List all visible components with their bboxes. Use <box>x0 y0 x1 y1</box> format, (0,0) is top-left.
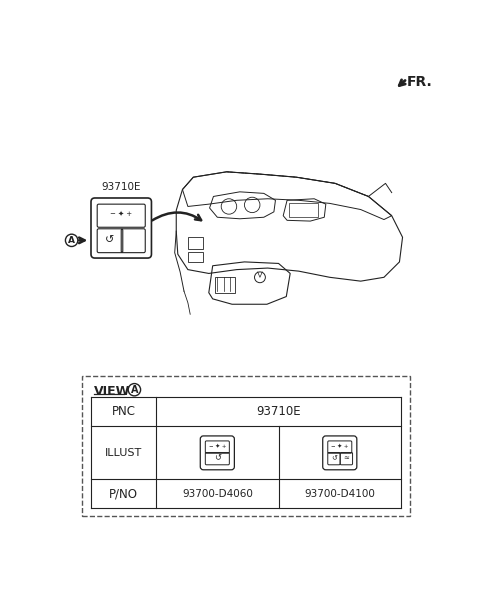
Text: ILLUST: ILLUST <box>105 448 142 458</box>
Text: A: A <box>68 236 75 245</box>
Text: 93710E: 93710E <box>256 405 301 419</box>
Text: FR.: FR. <box>407 76 433 89</box>
Text: − ✦ +: − ✦ + <box>110 211 132 217</box>
Text: VIEW: VIEW <box>94 385 131 398</box>
Bar <box>215 277 235 293</box>
Text: 93700-D4060: 93700-D4060 <box>182 489 253 499</box>
Text: ↺: ↺ <box>331 455 337 461</box>
Text: P/NO: P/NO <box>109 487 138 500</box>
Bar <box>188 252 204 262</box>
Text: 93710E: 93710E <box>101 182 141 192</box>
Text: ≈: ≈ <box>343 455 349 461</box>
Text: − ✦ +: − ✦ + <box>331 444 348 449</box>
Text: ↺: ↺ <box>214 454 221 463</box>
Text: PNC: PNC <box>111 405 135 419</box>
Text: 93700-D4100: 93700-D4100 <box>304 489 375 499</box>
Text: A: A <box>131 385 138 395</box>
Text: − ✦ +: − ✦ + <box>209 444 226 449</box>
Bar <box>288 204 318 217</box>
Text: ↺: ↺ <box>105 234 114 245</box>
Bar <box>188 237 204 249</box>
